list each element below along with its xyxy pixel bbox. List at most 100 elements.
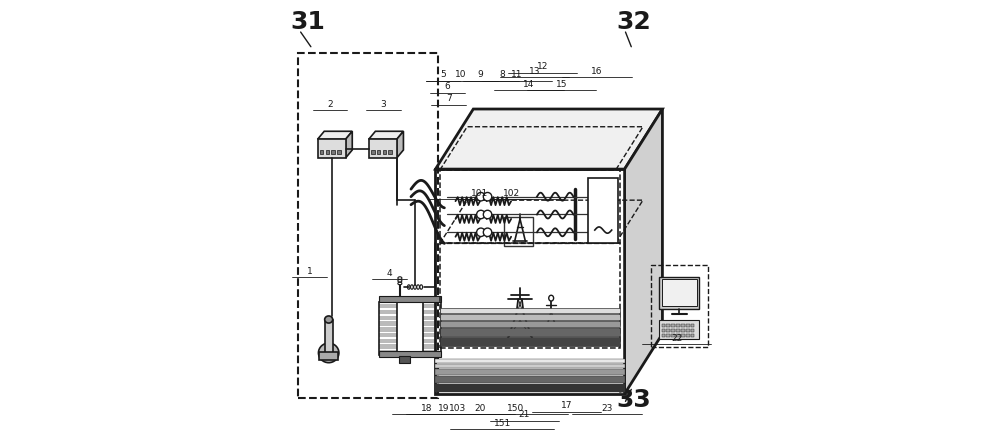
- Polygon shape: [625, 109, 662, 394]
- Text: 103: 103: [449, 404, 466, 413]
- Bar: [686, 334, 690, 337]
- Bar: [659, 320, 699, 339]
- Bar: [325, 320, 333, 353]
- Bar: [440, 170, 620, 243]
- Text: 1: 1: [307, 267, 312, 276]
- Text: 4: 4: [387, 269, 392, 278]
- Text: 21: 21: [519, 410, 530, 419]
- Bar: [383, 150, 386, 154]
- Ellipse shape: [483, 192, 492, 201]
- Text: 6: 6: [445, 82, 450, 91]
- Text: 151: 151: [494, 419, 511, 428]
- Bar: [388, 150, 392, 154]
- Bar: [681, 334, 685, 337]
- Text: 13: 13: [529, 67, 540, 76]
- Text: 3: 3: [381, 100, 386, 109]
- Bar: [662, 324, 665, 327]
- Bar: [318, 139, 346, 158]
- Bar: [369, 139, 397, 158]
- Text: 10: 10: [455, 70, 467, 79]
- Bar: [671, 329, 675, 332]
- Bar: [435, 369, 625, 375]
- Bar: [686, 329, 690, 332]
- Bar: [662, 329, 665, 332]
- Bar: [319, 352, 338, 360]
- Text: 23: 23: [601, 404, 612, 413]
- Bar: [399, 356, 410, 363]
- Bar: [379, 302, 399, 355]
- Bar: [421, 302, 441, 355]
- Text: 22: 22: [671, 334, 682, 343]
- Text: 16: 16: [591, 67, 603, 76]
- Text: 9: 9: [478, 70, 483, 79]
- Ellipse shape: [483, 228, 492, 237]
- Bar: [440, 328, 620, 336]
- Text: 8: 8: [499, 70, 505, 79]
- Bar: [666, 329, 670, 332]
- Bar: [435, 359, 625, 363]
- Bar: [681, 324, 685, 327]
- Polygon shape: [346, 131, 352, 158]
- Bar: [435, 384, 625, 392]
- Bar: [379, 351, 441, 357]
- Polygon shape: [318, 131, 352, 139]
- Bar: [691, 324, 694, 327]
- Bar: [440, 314, 620, 320]
- Bar: [662, 279, 697, 306]
- Text: 7: 7: [446, 94, 452, 103]
- Ellipse shape: [483, 210, 492, 218]
- Bar: [331, 150, 335, 154]
- Bar: [397, 299, 423, 357]
- Bar: [588, 178, 618, 243]
- Text: 101: 101: [471, 189, 489, 198]
- Bar: [666, 324, 670, 327]
- Polygon shape: [397, 131, 403, 158]
- Text: 17: 17: [561, 401, 572, 410]
- Ellipse shape: [318, 343, 339, 363]
- Bar: [440, 321, 620, 327]
- Bar: [681, 329, 685, 332]
- Ellipse shape: [477, 210, 485, 218]
- Bar: [337, 150, 341, 154]
- Text: 14: 14: [523, 80, 535, 89]
- Polygon shape: [435, 109, 662, 169]
- Text: 2: 2: [327, 100, 333, 109]
- Text: 15: 15: [556, 80, 567, 89]
- Bar: [691, 329, 694, 332]
- Bar: [326, 150, 329, 154]
- Text: 12: 12: [537, 62, 548, 71]
- Text: 19: 19: [438, 404, 449, 413]
- Bar: [320, 150, 323, 154]
- Bar: [676, 324, 680, 327]
- Bar: [671, 324, 675, 327]
- Bar: [440, 243, 620, 348]
- Bar: [440, 308, 620, 313]
- Text: 31: 31: [291, 10, 326, 34]
- Bar: [651, 265, 708, 347]
- Bar: [691, 334, 694, 337]
- Text: 32: 32: [617, 10, 651, 34]
- Ellipse shape: [477, 228, 485, 237]
- Text: 33: 33: [617, 388, 651, 412]
- Text: 5: 5: [440, 70, 446, 79]
- Bar: [659, 277, 699, 309]
- Bar: [686, 324, 690, 327]
- Ellipse shape: [325, 316, 333, 323]
- Bar: [298, 53, 438, 398]
- Bar: [435, 376, 625, 383]
- Bar: [676, 329, 680, 332]
- Bar: [676, 334, 680, 337]
- Text: 11: 11: [511, 70, 523, 79]
- Bar: [671, 334, 675, 337]
- Bar: [440, 337, 620, 346]
- Bar: [371, 150, 375, 154]
- Bar: [662, 334, 665, 337]
- Bar: [377, 150, 380, 154]
- Bar: [666, 334, 670, 337]
- Ellipse shape: [477, 192, 485, 201]
- Bar: [504, 217, 533, 246]
- Polygon shape: [369, 131, 403, 139]
- Text: 102: 102: [503, 189, 520, 198]
- Bar: [435, 364, 625, 368]
- Bar: [379, 296, 441, 302]
